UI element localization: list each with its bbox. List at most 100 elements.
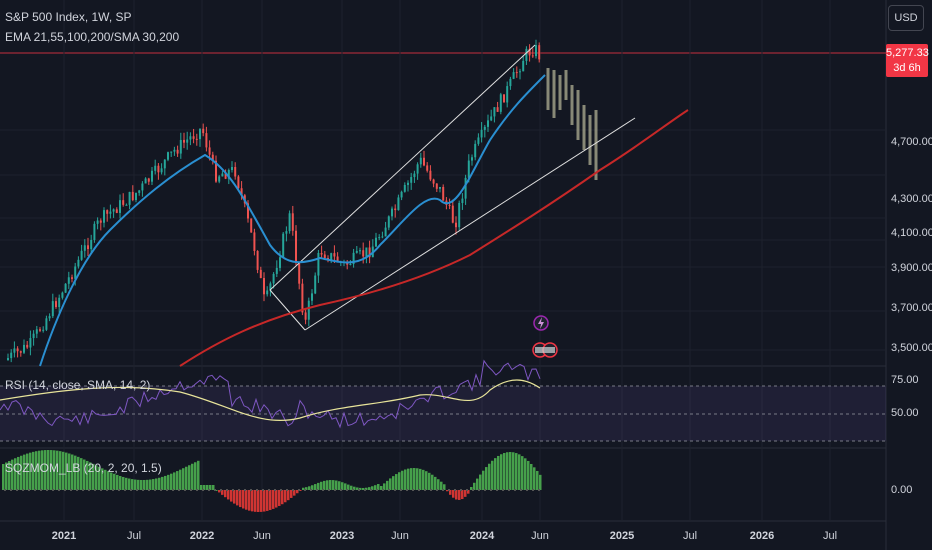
- sqzmom-bar: [260, 490, 263, 512]
- time-tick: 2021: [51, 530, 77, 542]
- price-tick: 4,300.00: [891, 193, 932, 205]
- sqzmom-bar: [341, 482, 344, 490]
- candle-body: [71, 277, 73, 279]
- candle-body: [10, 352, 13, 359]
- sqzmom-bar: [407, 468, 410, 490]
- candle-body: [186, 139, 189, 143]
- candle-body: [125, 204, 128, 206]
- sqzmom-bar: [335, 480, 338, 490]
- sqzmom-bar: [212, 485, 215, 490]
- sqzmom-dot: [118, 489, 120, 491]
- candle-body: [451, 205, 454, 223]
- time-tick: Jun: [253, 530, 271, 542]
- sqzmom-bar: [515, 453, 518, 490]
- sqzmom-bar: [158, 477, 161, 490]
- candle-body: [138, 190, 141, 193]
- sqzmom-bar: [263, 490, 266, 512]
- bar-countdown: 3d 6h: [893, 62, 921, 74]
- sqzmom-bar: [248, 490, 251, 511]
- candle-body: [464, 177, 467, 199]
- candle-body: [535, 45, 537, 57]
- sqzmom-dot: [310, 489, 312, 491]
- sqzmom-bar: [53, 450, 56, 490]
- candle-body: [413, 173, 416, 178]
- sqzmom-bar: [233, 490, 236, 504]
- candle-body: [157, 165, 160, 173]
- sqzmom-dot: [172, 489, 174, 491]
- sqzmom-bar: [173, 472, 176, 490]
- candle-body: [301, 283, 304, 313]
- candle-body: [122, 200, 125, 205]
- sqzmom-bar: [452, 490, 455, 498]
- candle-body: [519, 71, 521, 73]
- candle-body: [247, 203, 249, 219]
- candle-body: [106, 210, 109, 214]
- candle-body: [173, 149, 176, 152]
- sqzmom-bar: [8, 461, 11, 490]
- candle-body: [483, 126, 486, 130]
- sqzmom-bar: [230, 490, 233, 502]
- candle-body: [429, 170, 432, 180]
- symbol-title[interactable]: S&P 500 Index, 1W, SP: [5, 10, 132, 24]
- rsi-tick: 50.00: [891, 407, 919, 419]
- candle-body: [506, 86, 509, 103]
- candle-body: [99, 220, 102, 223]
- sqzmom-dot: [34, 489, 36, 491]
- sqzmom-dot: [514, 489, 516, 491]
- sqzmom-bar: [188, 465, 191, 490]
- candle-body: [487, 120, 489, 127]
- sqzmom-dot: [508, 489, 510, 491]
- candle-body: [80, 250, 83, 260]
- candle-body: [387, 216, 390, 228]
- sqzmom-bar: [494, 458, 497, 490]
- sqzmom-dot: [316, 489, 318, 491]
- price-tick: 3,500.00: [891, 342, 932, 354]
- candle-body: [58, 297, 61, 308]
- sqzmom-bar: [68, 453, 71, 490]
- sqzmom-dot: [526, 489, 528, 491]
- candle-body: [202, 128, 205, 134]
- indicator-legend-rsi[interactable]: RSI (14, close, SMA, 14, 2): [5, 378, 151, 392]
- sqzmom-dot: [424, 489, 426, 491]
- currency-button[interactable]: USD: [888, 5, 924, 31]
- candle-body: [64, 283, 67, 293]
- candle-body: [285, 231, 288, 234]
- sqzmom-bar: [401, 470, 404, 490]
- indicator-legend-ema[interactable]: EMA 21,55,100,200/SMA 30,200: [5, 30, 180, 44]
- sqzmom-dot: [502, 489, 504, 491]
- sqzmom-bar: [182, 468, 185, 490]
- sqzmom-bar: [266, 490, 269, 511]
- sqzmom-bar: [5, 462, 8, 490]
- sqzmom-dot: [376, 489, 378, 491]
- candle-body: [55, 301, 57, 308]
- candle-body: [93, 223, 96, 240]
- sqzmom-dot: [106, 489, 108, 491]
- time-tick: 2025: [609, 530, 635, 542]
- candle-body: [394, 208, 397, 211]
- indicator-legend-sqzmom[interactable]: SQZMOM_LB (20, 2, 20, 1.5): [5, 461, 162, 475]
- candle-body: [163, 159, 166, 169]
- candle-body: [442, 186, 445, 201]
- candle-body: [282, 233, 285, 258]
- sqzmom-bar: [527, 460, 530, 490]
- sqzmom-bar: [275, 490, 278, 508]
- sqzmom-bar: [77, 456, 80, 490]
- candle-body: [336, 256, 339, 263]
- event-icons[interactable]: [532, 315, 558, 358]
- candle-body: [512, 72, 515, 79]
- sqzmom-dot: [190, 489, 192, 491]
- candle-body: [167, 152, 169, 160]
- sqzmom-bar: [362, 487, 365, 490]
- sqzmom-dot: [334, 489, 336, 491]
- sqzmom-dot: [520, 489, 522, 491]
- candle-body: [160, 168, 163, 173]
- candle-body: [298, 263, 301, 284]
- sqzmom-bar: [482, 470, 485, 490]
- sqzmom-bar: [386, 480, 389, 490]
- candle-body: [83, 245, 86, 251]
- sqzmom-dot: [472, 489, 474, 491]
- candle-body: [439, 186, 441, 189]
- last-price-badge: 5,277.33 3d 6h: [886, 44, 929, 77]
- candle-body: [419, 157, 422, 165]
